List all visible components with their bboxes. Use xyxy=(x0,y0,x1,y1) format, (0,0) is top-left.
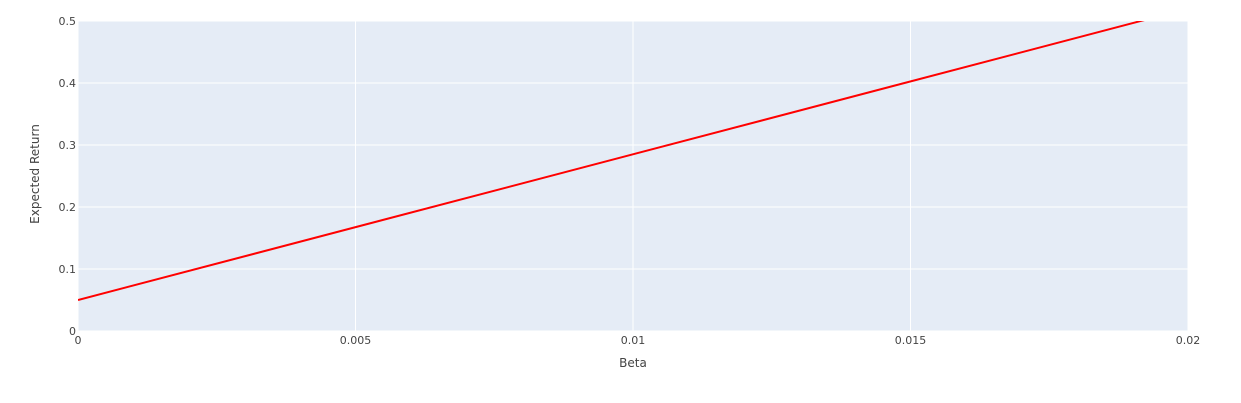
y-axis-title: Expected Return xyxy=(28,124,42,224)
series-line xyxy=(78,21,1145,301)
series-layer xyxy=(78,21,1145,301)
x-tick-label: 0 xyxy=(75,334,82,347)
y-tick-label: 0.2 xyxy=(59,201,77,214)
y-tick-label: 0 xyxy=(69,325,76,338)
x-tick-label: 0.01 xyxy=(621,334,646,347)
x-axis-title: Beta xyxy=(619,356,647,370)
y-tick-label: 0.1 xyxy=(59,263,77,276)
y-tick-label: 0.3 xyxy=(59,139,77,152)
y-tick-label: 0.4 xyxy=(59,77,77,90)
x-tick-label: 0.005 xyxy=(340,334,372,347)
grid-lines xyxy=(77,20,1189,332)
y-axis-ticks: 0 0.1 0.2 0.3 0.4 0.5 xyxy=(59,15,77,338)
y-tick-label: 0.5 xyxy=(59,15,77,28)
x-axis-ticks: 0 0.005 0.01 0.015 0.02 xyxy=(75,334,1201,347)
x-tick-label: 0.02 xyxy=(1176,334,1201,347)
x-tick-label: 0.015 xyxy=(895,334,927,347)
